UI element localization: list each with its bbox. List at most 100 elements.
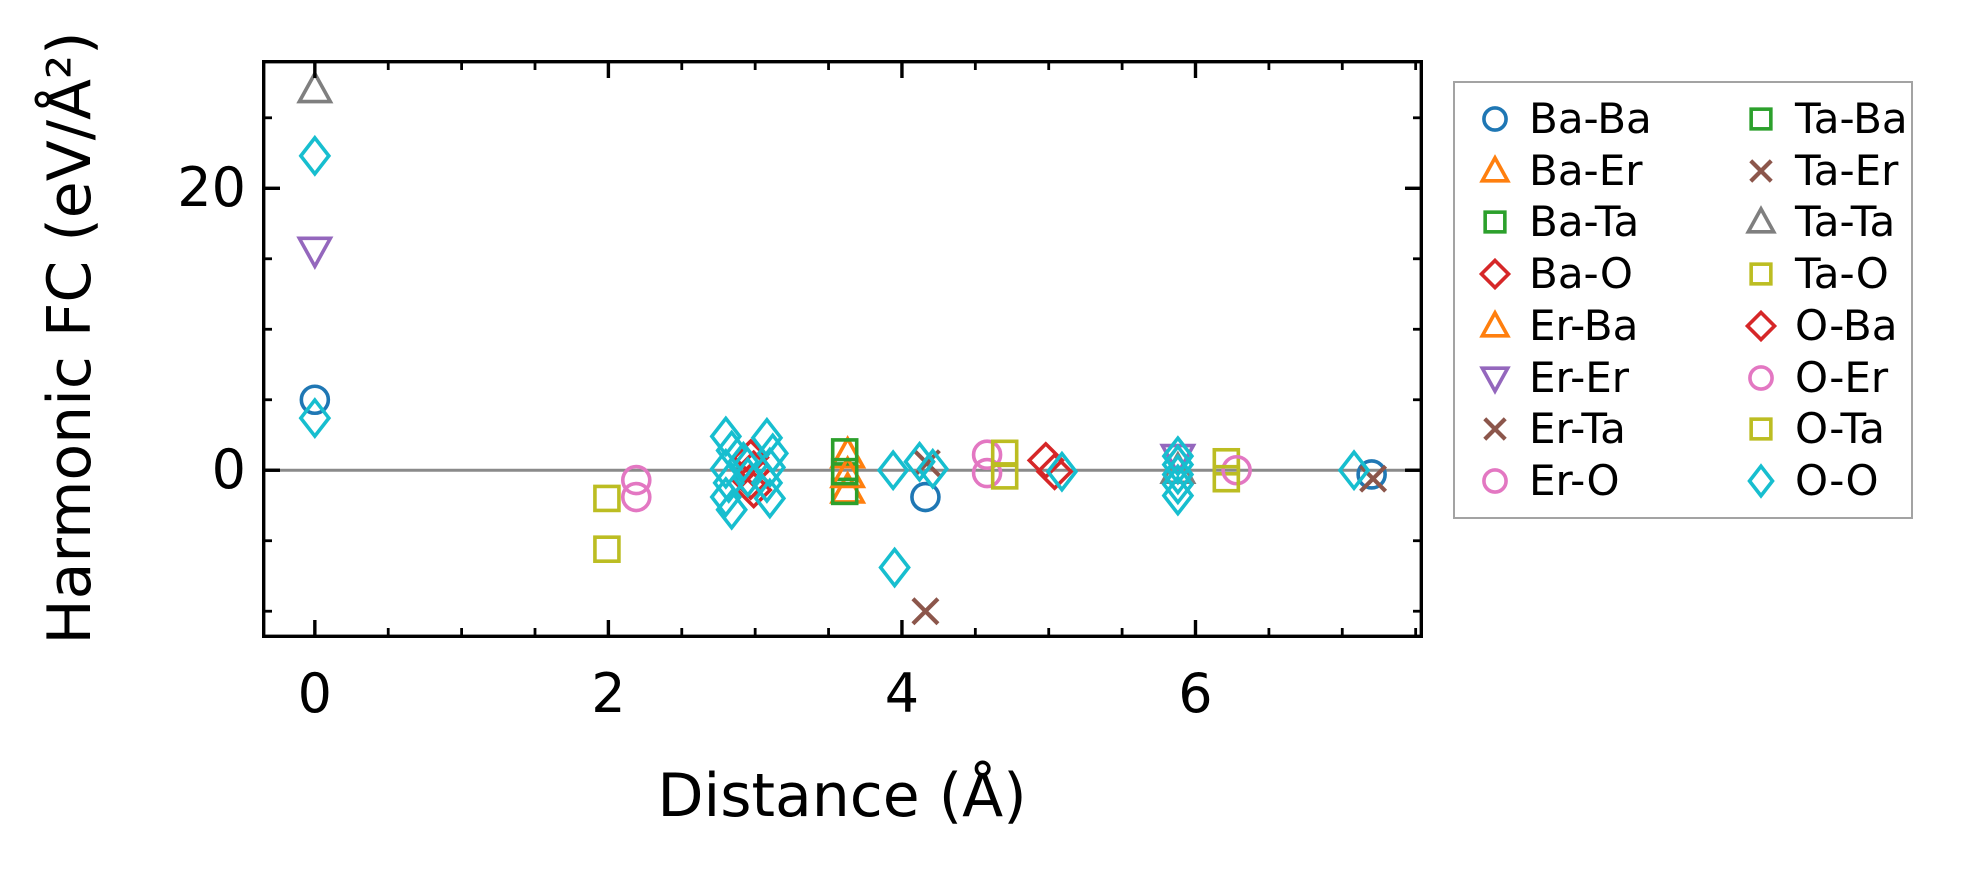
data-point-o-o	[709, 476, 743, 518]
legend-marker-shape	[1479, 365, 1511, 395]
legend-item-ta-ta: Ta-Ta	[1741, 197, 1911, 249]
legend-item-er-ta: Er-Ta	[1475, 404, 1741, 456]
legend-marker-shape	[1745, 205, 1777, 235]
data-point-ba-ba	[299, 384, 331, 416]
data-point-o-o	[750, 461, 784, 504]
data-point-ta-o	[593, 535, 621, 563]
legend-item-label: Er-Ba	[1529, 300, 1639, 350]
data-point-o-o	[1161, 443, 1195, 486]
legend-item-o-o: O-O	[1741, 455, 1911, 507]
x-tick-label: 6	[1178, 662, 1213, 725]
data-point-o-o	[298, 134, 332, 177]
ba-ba-marker-icon	[1482, 106, 1508, 132]
legend-marker-shape	[1479, 309, 1511, 338]
legend-marker-shape	[1478, 258, 1512, 291]
data-point-ba-ta	[830, 477, 859, 506]
legend-item-label: Er-Ta	[1529, 404, 1626, 454]
data-point-ta-ta	[296, 69, 334, 104]
legend-item-label: Ba-Ba	[1529, 93, 1652, 143]
x-tick-label: 0	[297, 662, 333, 725]
legend-item-label: Er-O	[1529, 456, 1620, 506]
ta-er-marker-icon	[1749, 158, 1773, 183]
data-point-o-ta	[1212, 464, 1241, 493]
x-tick-label: 4	[884, 662, 920, 725]
data-point-ba-ba	[910, 481, 941, 513]
legend-item-ta-ba: Ta-Ba	[1741, 93, 1911, 145]
data-point-er-o	[620, 464, 652, 496]
legend-marker-shape	[1748, 364, 1774, 391]
legend-marker-shape	[1749, 262, 1773, 286]
data-point-ta-o	[1212, 447, 1241, 476]
y-tick-label: 20	[177, 156, 246, 220]
data-point-ta-ba	[830, 457, 859, 486]
data-point-o-ta	[990, 462, 1019, 490]
data-point-o-o	[298, 397, 332, 440]
ba-ta-marker-icon	[1483, 210, 1507, 235]
legend-item-label: O-Ta	[1795, 404, 1885, 454]
er-o-marker-icon	[1482, 468, 1508, 494]
x-tick-label: 2	[591, 662, 626, 725]
legend-item-label: Ta-Ba	[1795, 93, 1908, 143]
y-axis-label: Harmonic FC (eV/Å²)	[35, 31, 105, 645]
data-point-o-o	[1045, 450, 1079, 493]
legend-item-ba-ba: Ba-Ba	[1475, 93, 1741, 145]
legend-item-er-er: Er-Er	[1475, 352, 1741, 404]
ba-o-marker-icon	[1478, 258, 1512, 291]
data-point-er-ta	[911, 597, 940, 626]
o-er-marker-icon	[1748, 364, 1774, 391]
legend-item-label: Ta-Er	[1795, 145, 1899, 195]
o-ba-marker-icon	[1744, 309, 1778, 342]
data-point-ba-ba	[1356, 459, 1387, 490]
legend-item-er-ba: Er-Ba	[1475, 300, 1741, 352]
data-point-o-o	[727, 440, 760, 483]
legend-item-ba-o: Ba-O	[1475, 248, 1741, 300]
o-ta-marker-icon	[1749, 417, 1773, 442]
tick-marks	[264, 62, 1421, 636]
data-point-o-o	[1337, 449, 1371, 492]
legend-item-ta-er: Ta-Er	[1741, 145, 1911, 197]
legend-marker-shape	[1479, 153, 1511, 183]
legend: Ba-Ba Ba-Er Ba-Ta Ba-O Er-Ba Er-Er Er-Ta Er-O Ta…	[1453, 81, 1913, 519]
y-tick-label: 0	[211, 438, 246, 502]
x-axis-label: Distance (Å)	[657, 761, 1027, 831]
legend-marker-shape	[1482, 468, 1508, 494]
data-point-er-er	[296, 236, 334, 271]
legend-marker-shape	[1744, 309, 1778, 342]
data-point-o-o	[878, 546, 911, 589]
legend-item-label: Ta-O	[1795, 249, 1889, 299]
legend-item-o-ta: O-Ta	[1741, 404, 1911, 456]
er-ba-marker-icon	[1479, 309, 1511, 338]
data-point-o-o	[715, 488, 748, 531]
data-point-o-o	[1161, 435, 1195, 478]
data-point-er-o	[971, 457, 1003, 489]
data-point-o-o	[1161, 453, 1195, 496]
legend-item-o-ba: O-Ba	[1741, 300, 1911, 352]
data-point-o-o	[1161, 474, 1195, 517]
legend-marker-shape	[1749, 107, 1773, 131]
data-point-o-o	[712, 461, 746, 504]
ba-er-marker-icon	[1479, 153, 1511, 183]
legend-marker-shape	[1482, 106, 1508, 132]
legend-item-ba-ta: Ba-Ta	[1475, 197, 1741, 249]
legend-marker-shape	[1483, 210, 1507, 235]
legend-item-er-o: Er-O	[1475, 455, 1741, 507]
legend-item-label: Ba-Ta	[1529, 197, 1640, 247]
ta-ta-marker-icon	[1745, 205, 1777, 235]
data-point-o-o	[709, 447, 743, 490]
legend-item-label: Ta-Ta	[1795, 197, 1896, 247]
legend-marker-shape	[1749, 417, 1773, 442]
legend-marker-shape	[1747, 463, 1775, 499]
legend-item-ta-o: Ta-O	[1741, 248, 1911, 300]
legend-item-label: Ba-O	[1529, 249, 1633, 299]
data-point-o-o	[753, 446, 787, 489]
data-point-er-ta	[1359, 464, 1388, 493]
er-ta-marker-icon	[1483, 417, 1507, 442]
data-point-ta-o	[593, 484, 621, 513]
data-point-o-o	[709, 415, 743, 458]
legend-marker-shape	[1749, 158, 1773, 183]
legend-item-label: O-O	[1795, 456, 1879, 506]
legend-item-label: O-Er	[1795, 352, 1889, 402]
data-point-o-o	[1161, 463, 1195, 506]
